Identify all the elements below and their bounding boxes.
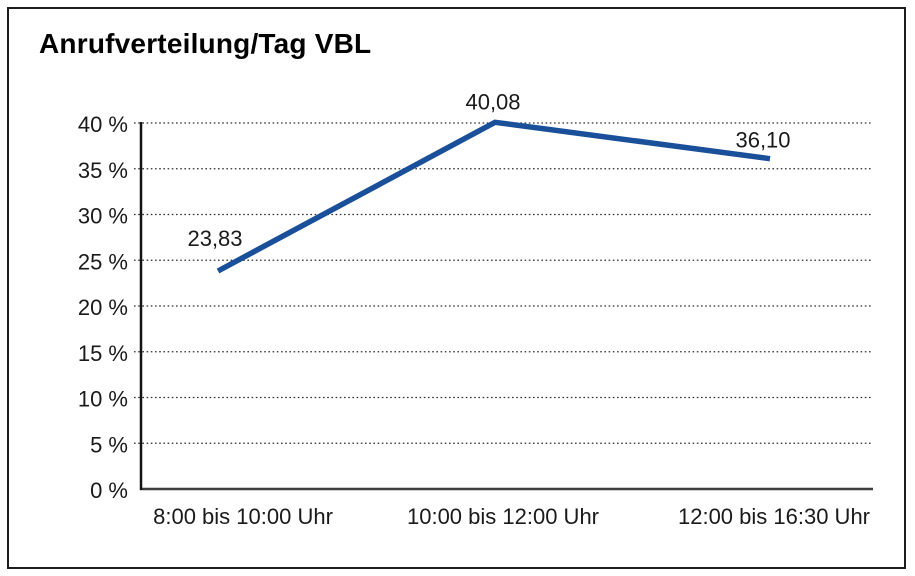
y-tick-label: 25 %	[78, 249, 128, 274]
y-tick-label: 40 %	[78, 112, 128, 137]
data-label: 23,83	[187, 226, 242, 251]
y-tick-label: 5 %	[90, 432, 128, 457]
y-tick-label: 0 %	[90, 478, 128, 503]
y-tick-label: 20 %	[78, 295, 128, 320]
y-tick-label: 30 %	[78, 204, 128, 229]
y-tick-label: 15 %	[78, 341, 128, 366]
chart-border	[7, 7, 906, 569]
x-tick-label: 8:00 bis 10:00 Uhr	[153, 504, 333, 529]
y-tick-label: 35 %	[78, 158, 128, 183]
y-tick-label: 10 %	[78, 387, 128, 412]
series-line	[216, 119, 771, 274]
data-label: 36,10	[735, 128, 790, 153]
x-tick-label: 10:00 bis 12:00 Uhr	[407, 504, 599, 529]
chart-title: Anrufverteilung/Tag VBL	[39, 28, 372, 59]
x-tick-label: 12:00 bis 16:30 Uhr	[678, 504, 870, 529]
data-label: 40,08	[465, 89, 520, 114]
